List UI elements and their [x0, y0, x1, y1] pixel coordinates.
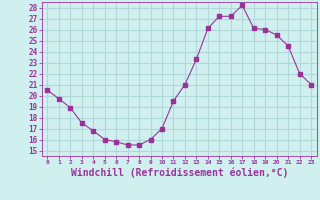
X-axis label: Windchill (Refroidissement éolien,°C): Windchill (Refroidissement éolien,°C): [70, 168, 288, 178]
